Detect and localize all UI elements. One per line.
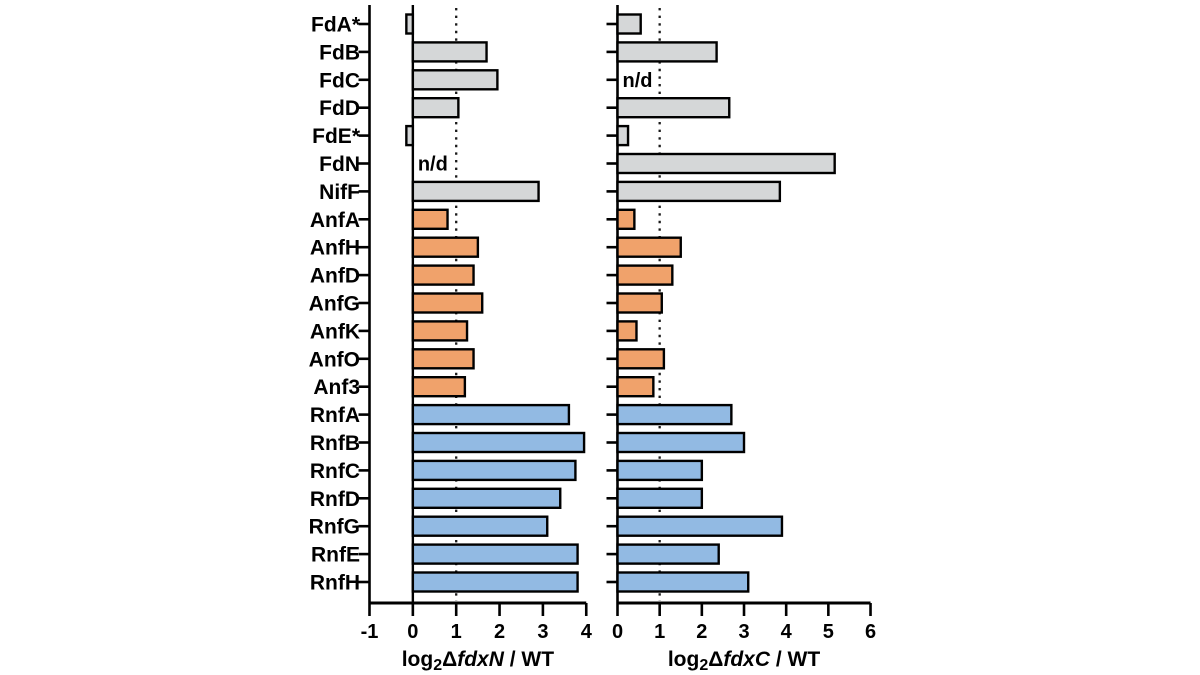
bar-FdA-star-fdxC xyxy=(616,13,642,35)
x-tick-label-fdxC: 3 xyxy=(738,621,749,643)
x-tick-label-fdxC: 4 xyxy=(781,621,793,643)
axis-title-fdxN: log2ΔfdxN / WT xyxy=(402,648,554,674)
category-label-RnfH: RnfH xyxy=(310,572,360,595)
bar-AnfH-fdxN xyxy=(411,236,480,258)
bar-AnfK-fdxN xyxy=(411,320,469,342)
bar-FdC-fdxN xyxy=(411,69,499,91)
category-label-RnfA: RnfA xyxy=(310,404,360,427)
category-label-AnfH: AnfH xyxy=(310,237,360,260)
bar-RnfB-fdxN xyxy=(411,431,586,454)
bar-FdD-fdxN xyxy=(411,96,460,119)
nd-label-fdxN: n/d xyxy=(418,154,448,176)
bar-RnfD-fdxN xyxy=(411,487,562,509)
bar-FdB-fdxN xyxy=(411,41,488,63)
category-label-AnfD: AnfD xyxy=(310,265,360,288)
bar-AnfG-fdxC xyxy=(616,292,663,314)
bar-RnfG-fdxN xyxy=(411,515,549,537)
x-tick-label-fdxC: 5 xyxy=(823,621,834,643)
bar-AnfA-fdxN xyxy=(411,208,449,231)
bar-AnfH-fdxC xyxy=(616,236,682,258)
bar-AnfO-fdxN xyxy=(411,348,475,370)
category-label-FdD: FdD xyxy=(319,97,360,120)
category-label-FdN: FdN xyxy=(319,153,360,176)
x-tick-label-fdxC: 1 xyxy=(654,621,665,643)
bar-RnfD-fdxC xyxy=(616,487,704,509)
bar-RnfG-fdxC xyxy=(616,515,784,537)
x-tick-label-fdxC: 2 xyxy=(696,621,707,643)
bar-Anf3-fdxN xyxy=(411,376,467,398)
bar-FdD-fdxC xyxy=(616,96,731,119)
bar-RnfA-fdxN xyxy=(411,403,571,426)
bar-AnfD-fdxC xyxy=(616,264,674,286)
axis-title-fdxC: log2ΔfdxC / WT xyxy=(668,648,820,674)
bar-FdN-fdxC xyxy=(616,152,836,175)
bar-NifF-fdxC xyxy=(616,180,782,203)
bar-FdE-star-fdxC xyxy=(616,124,630,147)
category-label-FdC: FdC xyxy=(319,69,360,92)
category-label-Anf3: Anf3 xyxy=(313,376,360,399)
bar-RnfC-fdxN xyxy=(411,459,577,482)
category-label-RnfB: RnfB xyxy=(310,432,360,455)
category-label-AnfO: AnfO xyxy=(309,348,360,371)
category-label-FdB: FdB xyxy=(319,41,360,64)
category-label-RnfE: RnfE xyxy=(311,544,360,567)
bar-FdE-star-fdxN xyxy=(405,124,415,147)
category-label-AnfA: AnfA xyxy=(310,209,360,232)
bar-AnfG-fdxN xyxy=(411,292,484,314)
bar-AnfK-fdxC xyxy=(616,320,638,342)
bar-FdA-star-fdxN xyxy=(405,13,415,35)
bar-RnfH-fdxN xyxy=(411,571,579,593)
bar-AnfD-fdxN xyxy=(411,264,475,286)
bar-Anf3-fdxC xyxy=(616,376,655,398)
bar-RnfC-fdxC xyxy=(616,459,704,482)
x-tick-label-fdxN: 1 xyxy=(451,621,462,643)
category-label-NifF: NifF xyxy=(319,181,360,204)
bar-RnfE-fdxC xyxy=(616,543,720,565)
bar-RnfB-fdxC xyxy=(616,431,746,454)
x-tick-label-fdxC: 6 xyxy=(865,621,876,643)
category-label-FdE-star: FdE* xyxy=(312,125,361,148)
category-label-RnfD: RnfD xyxy=(310,488,360,511)
x-tick-label-fdxN: 0 xyxy=(407,621,418,643)
bar-RnfE-fdxN xyxy=(411,543,579,565)
bar-FdB-fdxC xyxy=(616,41,718,63)
x-tick-label-fdxN: -1 xyxy=(361,621,379,643)
bar-RnfH-fdxC xyxy=(616,571,750,593)
bar-AnfO-fdxC xyxy=(616,348,666,370)
x-tick-label-fdxN: 2 xyxy=(494,621,505,643)
category-label-AnfK: AnfK xyxy=(310,320,360,343)
nd-label-fdxC: n/d xyxy=(623,70,653,92)
x-tick-label-fdxC: 0 xyxy=(612,621,623,643)
bar-NifF-fdxN xyxy=(411,180,540,203)
bar-AnfA-fdxC xyxy=(616,208,636,231)
category-label-FdA-star: FdA* xyxy=(311,14,361,37)
x-tick-label-fdxN: 3 xyxy=(537,621,548,643)
bar-RnfA-fdxC xyxy=(616,403,733,426)
category-label-RnfG: RnfG xyxy=(309,516,360,539)
x-tick-label-fdxN: 4 xyxy=(581,621,593,643)
category-label-AnfG: AnfG xyxy=(309,293,360,316)
category-label-RnfC: RnfC xyxy=(310,460,360,483)
